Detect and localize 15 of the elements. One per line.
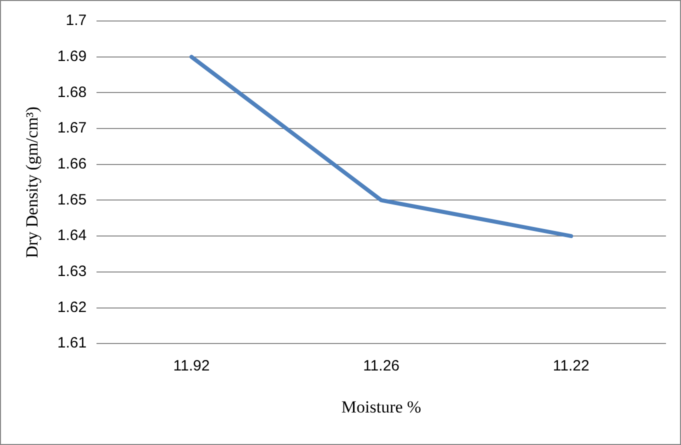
y-tick-label: 1.64 [57,227,87,244]
x-axis-title: Moisture % [341,397,422,416]
y-tick-label: 1.67 [57,120,87,137]
y-tick-label: 1.63 [57,263,87,280]
y-tick-label: 1.65 [57,191,87,208]
y-tick-label: 1.62 [57,298,87,316]
x-tick-label: 11.26 [363,358,400,375]
x-tick-label: 11.22 [552,358,590,375]
y-tick-label: 1.61 [57,334,87,352]
y-tick-label: 1.69 [57,48,87,65]
y-tick-label: 1.68 [57,84,87,101]
x-tick-label: 11.92 [173,358,210,375]
y-axis-title: Dry Density (gm/cm³) [22,106,42,258]
y-tick-label: 1.7 [66,12,87,30]
y-tick-label: 1.66 [57,156,87,173]
